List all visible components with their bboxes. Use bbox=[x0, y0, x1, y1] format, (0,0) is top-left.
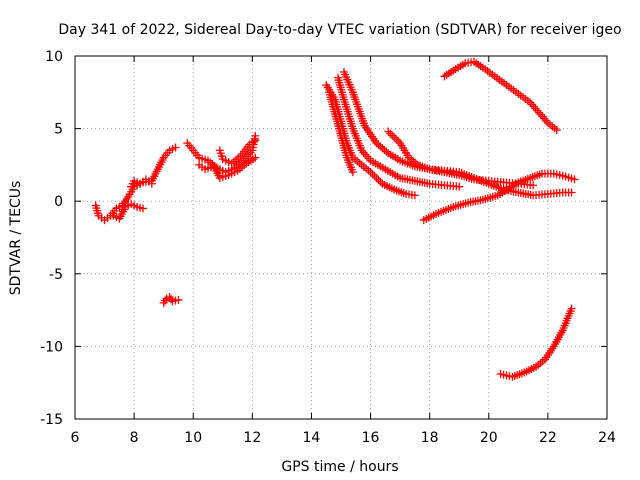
y-tick-label: 10 bbox=[45, 49, 63, 65]
series-track-15 bbox=[496, 304, 576, 381]
data-point-interp bbox=[386, 129, 395, 138]
data-point bbox=[372, 139, 381, 148]
data-point bbox=[455, 182, 464, 191]
data-point bbox=[567, 188, 576, 197]
data-point-interp bbox=[368, 170, 377, 179]
y-tick-label: -10 bbox=[40, 339, 63, 355]
data-point-interp bbox=[376, 177, 385, 186]
data-point bbox=[171, 143, 180, 152]
data-point-interp bbox=[392, 135, 401, 144]
data-point-interp bbox=[372, 173, 381, 182]
data-point-interp bbox=[374, 175, 383, 184]
series-track-9 bbox=[325, 88, 357, 177]
x-tick-label: 14 bbox=[303, 430, 321, 446]
data-point-interp bbox=[390, 133, 399, 142]
plot-frame bbox=[74, 55, 608, 420]
data-point bbox=[174, 295, 183, 304]
data-point-interp bbox=[388, 131, 397, 140]
data-point bbox=[410, 191, 419, 200]
x-tick-label: 20 bbox=[480, 430, 498, 446]
x-tick-label: 16 bbox=[362, 430, 380, 446]
grid-lines bbox=[75, 56, 607, 419]
series-track-10 bbox=[334, 73, 464, 191]
data-point bbox=[251, 153, 260, 162]
series-track-3 bbox=[127, 175, 156, 191]
x-tick-label: 22 bbox=[539, 430, 557, 446]
x-tick-label: 8 bbox=[130, 430, 139, 446]
series-track-2 bbox=[109, 200, 147, 223]
data-point bbox=[366, 168, 375, 177]
data-point-interp bbox=[378, 144, 387, 153]
x-axis-label: GPS time / hours bbox=[281, 459, 398, 475]
data-point-interp bbox=[380, 145, 389, 154]
x-tick-label: 10 bbox=[184, 430, 202, 446]
x-tick-label: 6 bbox=[71, 430, 80, 446]
data-point bbox=[251, 136, 260, 145]
series-track-7 bbox=[159, 293, 183, 307]
x-tick-label: 12 bbox=[243, 430, 261, 446]
data-point bbox=[529, 181, 538, 190]
series-track-13 bbox=[419, 169, 579, 225]
data-series bbox=[91, 57, 579, 381]
y-tick-label: -5 bbox=[49, 267, 63, 283]
series-track-14 bbox=[440, 57, 561, 135]
data-point bbox=[348, 168, 357, 177]
y-tick-label: 0 bbox=[54, 194, 63, 210]
series-track-6 bbox=[215, 136, 260, 168]
chart-title: Day 341 of 2022, Sidereal Day-to-day VTE… bbox=[58, 22, 621, 38]
data-point-interp bbox=[394, 137, 403, 146]
y-axis-label: SDTVAR / TECUs bbox=[8, 181, 24, 296]
series-track-1 bbox=[91, 143, 180, 225]
data-point-interp bbox=[376, 142, 385, 151]
data-point bbox=[384, 127, 393, 136]
x-tick-label: 24 bbox=[598, 430, 616, 446]
data-point-interp bbox=[370, 172, 379, 181]
data-point-interp bbox=[374, 140, 383, 149]
series-track-5 bbox=[195, 153, 260, 182]
data-point bbox=[147, 179, 156, 188]
y-tick-label: 5 bbox=[54, 122, 63, 138]
data-point bbox=[552, 126, 561, 135]
y-tick-label: -15 bbox=[40, 412, 63, 428]
data-point-interp bbox=[382, 147, 391, 156]
data-point bbox=[570, 175, 579, 184]
axis-ticks: 6 8 10 12 14 16 18 20 22 24 -15 -10 -5 0 5 10 bbox=[40, 49, 616, 446]
data-point bbox=[138, 204, 147, 213]
data-point bbox=[567, 304, 576, 313]
x-tick-label: 18 bbox=[421, 430, 439, 446]
